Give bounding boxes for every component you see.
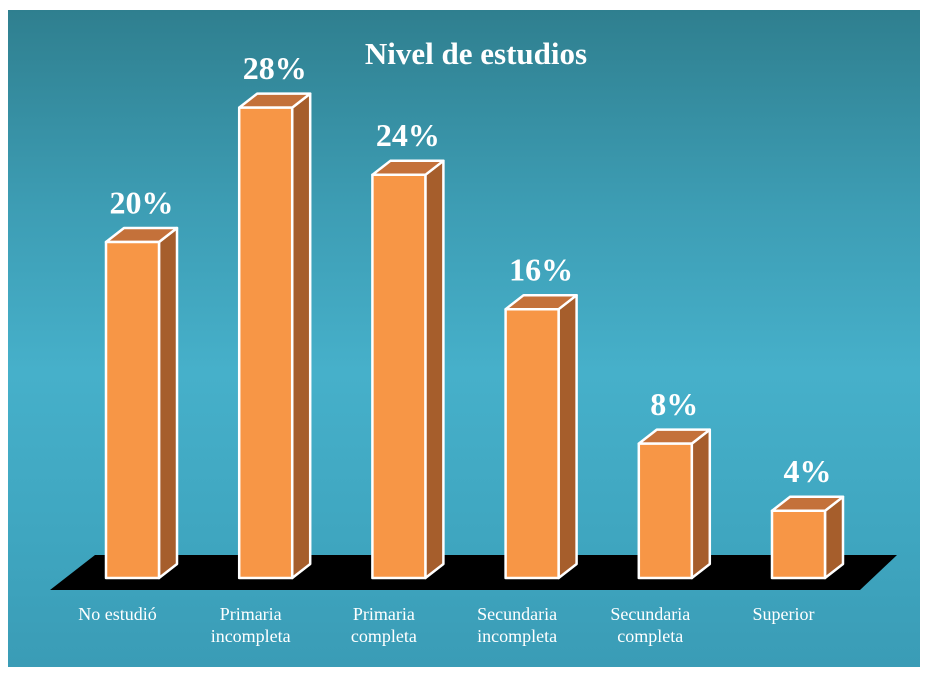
bar bbox=[637, 428, 712, 580]
bar-front bbox=[371, 173, 427, 580]
bar-front bbox=[237, 106, 294, 580]
bar bbox=[104, 226, 179, 580]
bar bbox=[770, 495, 845, 580]
bar-side bbox=[157, 226, 179, 580]
bar-front bbox=[104, 240, 161, 580]
x-tick-label: Secundaria incompleta bbox=[477, 604, 558, 646]
bar-front bbox=[770, 509, 827, 580]
bar-side bbox=[690, 428, 712, 580]
x-tick-label: Superior bbox=[752, 604, 815, 624]
bar-side bbox=[290, 92, 312, 580]
bar bbox=[504, 293, 578, 580]
data-label: 20% bbox=[110, 184, 174, 220]
data-label: 28% bbox=[243, 50, 307, 86]
bar-side bbox=[557, 293, 578, 580]
data-label: 8% bbox=[650, 386, 698, 422]
data-label: 16% bbox=[509, 252, 573, 288]
x-tick-label: Secundaria completa bbox=[610, 604, 691, 646]
bar bbox=[237, 92, 312, 580]
data-label: 24% bbox=[376, 117, 440, 153]
data-label: 4% bbox=[784, 453, 832, 489]
bar-side bbox=[424, 159, 445, 580]
bar-front bbox=[504, 307, 560, 580]
x-tick-label: No estudió bbox=[78, 604, 157, 624]
x-tick-label: Primaria completa bbox=[350, 604, 417, 646]
bar bbox=[371, 159, 445, 580]
chart-title: Nivel de estudios bbox=[365, 36, 587, 71]
bar-front bbox=[637, 442, 694, 580]
x-tick-label: Primaria incompleta bbox=[210, 604, 291, 646]
